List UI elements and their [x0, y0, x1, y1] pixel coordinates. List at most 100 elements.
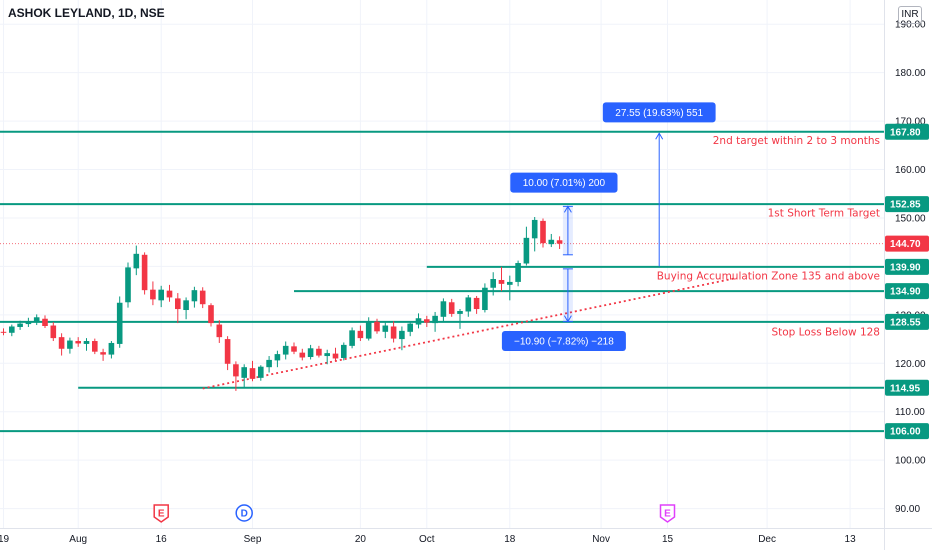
event-marker-letter: E — [158, 509, 165, 520]
candle-body — [50, 325, 57, 339]
candle — [465, 295, 472, 317]
measure-tool: −10.90 (−7.82%) −218 — [501, 268, 626, 352]
candle-body — [166, 290, 173, 298]
candle — [166, 284, 173, 302]
y-tick-label: 190.00 — [895, 20, 926, 31]
candle — [349, 327, 355, 349]
candle-body — [67, 340, 73, 349]
candle-body — [274, 354, 281, 361]
candle — [208, 303, 214, 327]
event-marker-shape — [153, 504, 169, 523]
price-tag-box — [885, 196, 929, 213]
candle-body — [175, 298, 181, 310]
candle — [233, 361, 239, 391]
candle — [199, 287, 206, 309]
candle-body — [324, 353, 330, 357]
candle-body — [83, 341, 90, 344]
measure-label: −10.90 (−7.82%) −218 — [514, 337, 614, 348]
level-price-tag: 134.90 — [885, 283, 929, 300]
candle — [365, 317, 372, 341]
candle — [531, 217, 538, 252]
price-tag-box — [885, 123, 929, 140]
candle — [42, 315, 48, 328]
candle-body — [432, 315, 438, 324]
candle-body — [307, 348, 314, 358]
y-tick-label: 160.00 — [895, 165, 926, 176]
candle — [133, 245, 140, 276]
candle — [382, 322, 389, 339]
candle — [457, 309, 463, 329]
price-tag-label: 114.95 — [890, 383, 920, 394]
candle — [415, 313, 422, 329]
level-price-tag: 106.00 — [885, 423, 929, 440]
candle — [249, 360, 256, 382]
candle-body — [258, 366, 264, 378]
candle — [274, 350, 281, 368]
x-tick-label: Dec — [758, 534, 776, 545]
x-tick-label: Oct — [419, 534, 435, 545]
candle-body — [291, 346, 297, 352]
candle-body — [415, 318, 422, 325]
candle — [175, 293, 181, 324]
candle-body — [208, 305, 214, 324]
candle-body — [465, 297, 472, 312]
candle-body — [507, 281, 513, 285]
candle-body — [457, 310, 463, 314]
price-tag-box — [885, 283, 929, 300]
candle-body — [531, 219, 538, 239]
measure-label: 27.55 (19.63%) 551 — [615, 108, 703, 119]
candle-body — [9, 326, 15, 333]
candle — [266, 356, 272, 373]
candle — [92, 338, 98, 355]
candle-body — [266, 359, 272, 368]
candle — [141, 252, 148, 295]
candle-body — [116, 302, 123, 344]
y-tick-label: 180.00 — [895, 68, 926, 79]
grid — [0, 0, 884, 528]
candle — [299, 348, 306, 361]
candle — [390, 321, 397, 343]
candle-body — [25, 321, 32, 325]
price-tag-box — [885, 379, 929, 396]
candle — [498, 266, 505, 292]
price-tag-box — [885, 235, 929, 252]
event-marker-letter: D — [241, 509, 248, 520]
price-tag-label: 152.85 — [890, 200, 921, 211]
candle — [17, 320, 23, 330]
candle-body — [365, 321, 372, 339]
candle — [183, 297, 189, 320]
measure-label-box — [510, 172, 618, 193]
candle-body — [515, 263, 521, 282]
candle-body — [473, 297, 480, 310]
candle — [341, 342, 347, 361]
candle-body — [17, 323, 23, 327]
candle — [75, 337, 81, 347]
level-price-tag: 128.55 — [885, 313, 929, 330]
candle — [374, 318, 380, 334]
candle-body — [183, 300, 189, 311]
candle — [258, 365, 264, 381]
price-tag-label: 139.90 — [890, 262, 921, 273]
candle — [158, 285, 164, 308]
trend-line — [202, 277, 735, 390]
currency-label[interactable]: INR — [898, 6, 922, 24]
candle-body — [0, 331, 7, 333]
last-price-tag: 144.70 — [885, 235, 929, 252]
candle — [67, 337, 73, 354]
candle — [9, 324, 15, 337]
y-tick-label: 170.00 — [895, 117, 926, 128]
candle — [548, 233, 555, 248]
candle-body — [299, 352, 306, 358]
earnings-marker: E — [659, 504, 676, 523]
candle — [523, 226, 530, 266]
candle — [424, 315, 430, 327]
candle-body — [108, 342, 115, 355]
candle — [191, 286, 198, 308]
candle — [108, 341, 115, 359]
x-tick-label: 19 — [0, 534, 9, 545]
price-tag-label: 144.70 — [890, 239, 921, 250]
measure-arrow — [563, 205, 572, 213]
candle — [556, 236, 563, 249]
